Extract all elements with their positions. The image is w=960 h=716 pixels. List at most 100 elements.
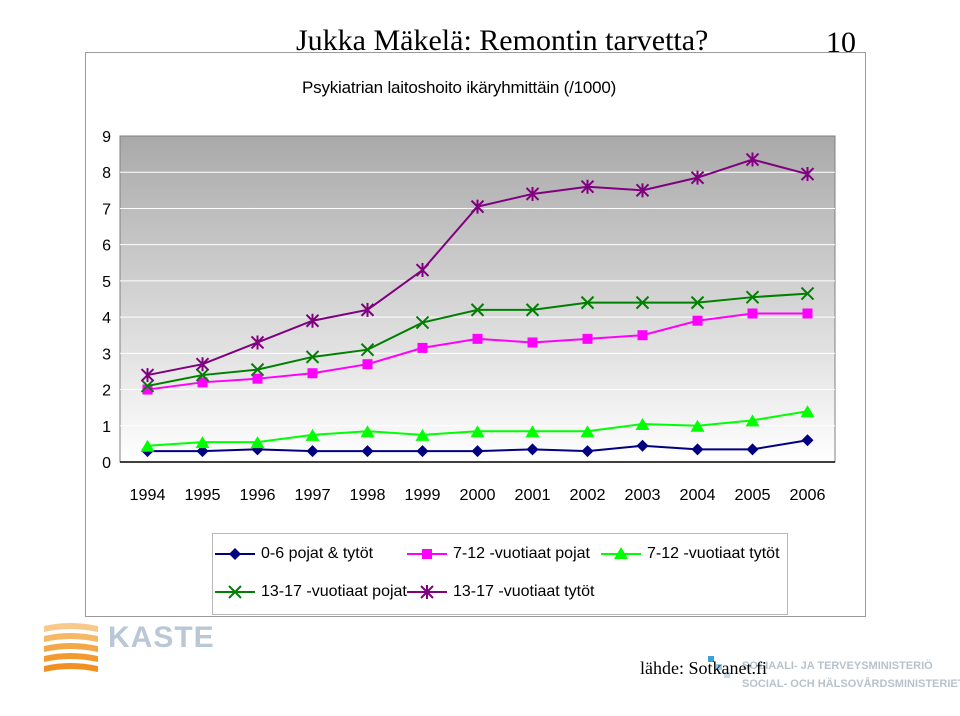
legend-item-13-17-tytot: 13-17 -vuotiaat tytöt: [407, 582, 594, 602]
triangle-marker: [800, 405, 815, 418]
star-marker: [360, 302, 375, 317]
star-marker: [580, 179, 595, 194]
triangle-marker: [195, 436, 210, 449]
star-marker: [525, 186, 540, 201]
x-marker: [415, 315, 430, 330]
diamond-marker: [361, 445, 374, 458]
diamond-marker: [801, 434, 814, 447]
ministry-line-fi: SOSIAALI- JA TERVEYSMINISTERIÖ: [742, 660, 933, 672]
square-marker: [637, 330, 648, 341]
square-marker: [142, 384, 153, 395]
y-tick-label: 4: [102, 310, 111, 327]
diamond-marker: [581, 445, 594, 458]
x-tick-label: 2002: [570, 487, 606, 504]
legend-diamond-marker: [215, 548, 255, 560]
diamond-marker: [526, 443, 539, 456]
legend-item-13-17-pojat: 13-17 -vuotiaat pojat: [215, 582, 407, 602]
kaste-wordmark: KASTE: [108, 621, 215, 654]
y-tick-label: 7: [102, 201, 111, 218]
x-tick-label: 2003: [625, 487, 661, 504]
x-tick-label: 1999: [405, 487, 441, 504]
legend-label: 0-6 pojat & tytöt: [261, 545, 374, 562]
legend-triangle-marker: [601, 547, 641, 559]
square-marker: [582, 333, 593, 344]
legend-x-marker: [215, 585, 255, 599]
x-tick-label: 1996: [240, 487, 276, 504]
legend-label: 13-17 -vuotiaat tytöt: [453, 583, 595, 600]
star-marker: [470, 199, 485, 214]
y-tick-label: 5: [102, 274, 111, 291]
x-tick-label: 1994: [130, 487, 166, 504]
square-marker: [472, 333, 483, 344]
y-tick-label: 0: [102, 455, 111, 472]
star-marker: [415, 263, 430, 278]
diamond-marker: [636, 439, 649, 452]
x-marker: [470, 303, 485, 317]
x-marker: [195, 368, 210, 382]
x-marker: [305, 350, 320, 364]
source-note: lähde: Sotkanet.fi: [640, 658, 767, 678]
diamond-marker: [196, 445, 209, 458]
legend-label: 13-17 -vuotiaat pojat: [261, 583, 407, 600]
ministry-logo: SOSIAALI- JA TERVEYSMINISTERIÖ SOCIAL- O…: [706, 650, 960, 696]
ministry-emblem-icon: [708, 656, 730, 678]
triangle-marker: [305, 428, 320, 441]
legend-item-0-6: 0-6 pojat & tytöt: [215, 544, 373, 564]
x-marker: [690, 295, 705, 310]
x-tick-label: 1995: [185, 487, 221, 504]
x-marker: [525, 303, 540, 317]
x-tick-label: 1997: [295, 487, 331, 504]
x-marker: [800, 286, 815, 301]
legend-label: 7-12 -vuotiaat tytöt: [647, 545, 780, 562]
star-marker: [800, 167, 815, 182]
square-marker: [417, 342, 428, 353]
x-tick-label: 2004: [680, 487, 716, 504]
square-marker: [307, 368, 318, 379]
triangle-marker: [690, 419, 705, 432]
star-marker: [745, 152, 760, 167]
star-marker: [690, 170, 705, 185]
square-marker: [527, 337, 538, 348]
x-tick-label: 2001: [515, 487, 551, 504]
star-marker: [140, 368, 155, 383]
legend-item-7-12-tytot: 7-12 -vuotiaat tytöt: [601, 544, 780, 564]
diamond-marker: [306, 445, 319, 458]
kaste-logo: [40, 618, 220, 678]
x-marker: [580, 295, 595, 310]
legend-item-7-12-pojat: 7-12 -vuotiaat pojat: [407, 544, 590, 564]
triangle-marker: [360, 425, 375, 438]
y-tick-label: 3: [102, 346, 111, 363]
legend-star-marker: [407, 585, 447, 599]
triangle-marker: [525, 425, 540, 438]
y-tick-label: 8: [102, 165, 111, 182]
square-marker: [197, 377, 208, 388]
y-tick-label: 1: [102, 419, 111, 436]
triangle-marker: [745, 414, 760, 427]
y-tick-label: 9: [102, 129, 111, 146]
triangle-marker: [580, 425, 595, 438]
ministry-line-sv: SOCIAL- OCH HÄLSOVÅRDSMINISTERIET: [742, 678, 960, 690]
legend-label: 7-12 -vuotiaat pojat: [453, 545, 590, 562]
x-tick-label: 2006: [790, 487, 826, 504]
line-chart: 0 1 2 3 4 5 6 7 8 9 1994 1995 1996 1997 1998 1999 2000 2…: [102, 129, 836, 504]
y-tick-label: 2: [102, 383, 111, 400]
triangle-marker: [250, 436, 265, 449]
square-marker: [692, 315, 703, 326]
chart-title: Psykiatrian laitoshoito ikäryhmittäin (/…: [302, 78, 617, 97]
diamond-marker: [416, 445, 429, 458]
triangle-marker: [470, 425, 485, 438]
y-tick-label: 6: [102, 238, 111, 255]
triangle-marker: [635, 417, 650, 430]
square-marker: [802, 308, 813, 319]
x-tick-label: 1998: [350, 487, 386, 504]
chart-legend: 0-6 pojat & tytöt 7-12 -vuotiaat pojat 7…: [212, 533, 788, 615]
x-marker: [140, 379, 155, 393]
star-marker: [305, 313, 320, 328]
square-marker: [362, 359, 373, 370]
x-tick-label: 2005: [735, 487, 771, 504]
x-tick-label: 2000: [460, 487, 496, 504]
diamond-marker: [471, 445, 484, 458]
diamond-marker: [746, 443, 759, 456]
kaste-wave-icon: [44, 623, 98, 672]
diamond-marker: [691, 443, 704, 456]
